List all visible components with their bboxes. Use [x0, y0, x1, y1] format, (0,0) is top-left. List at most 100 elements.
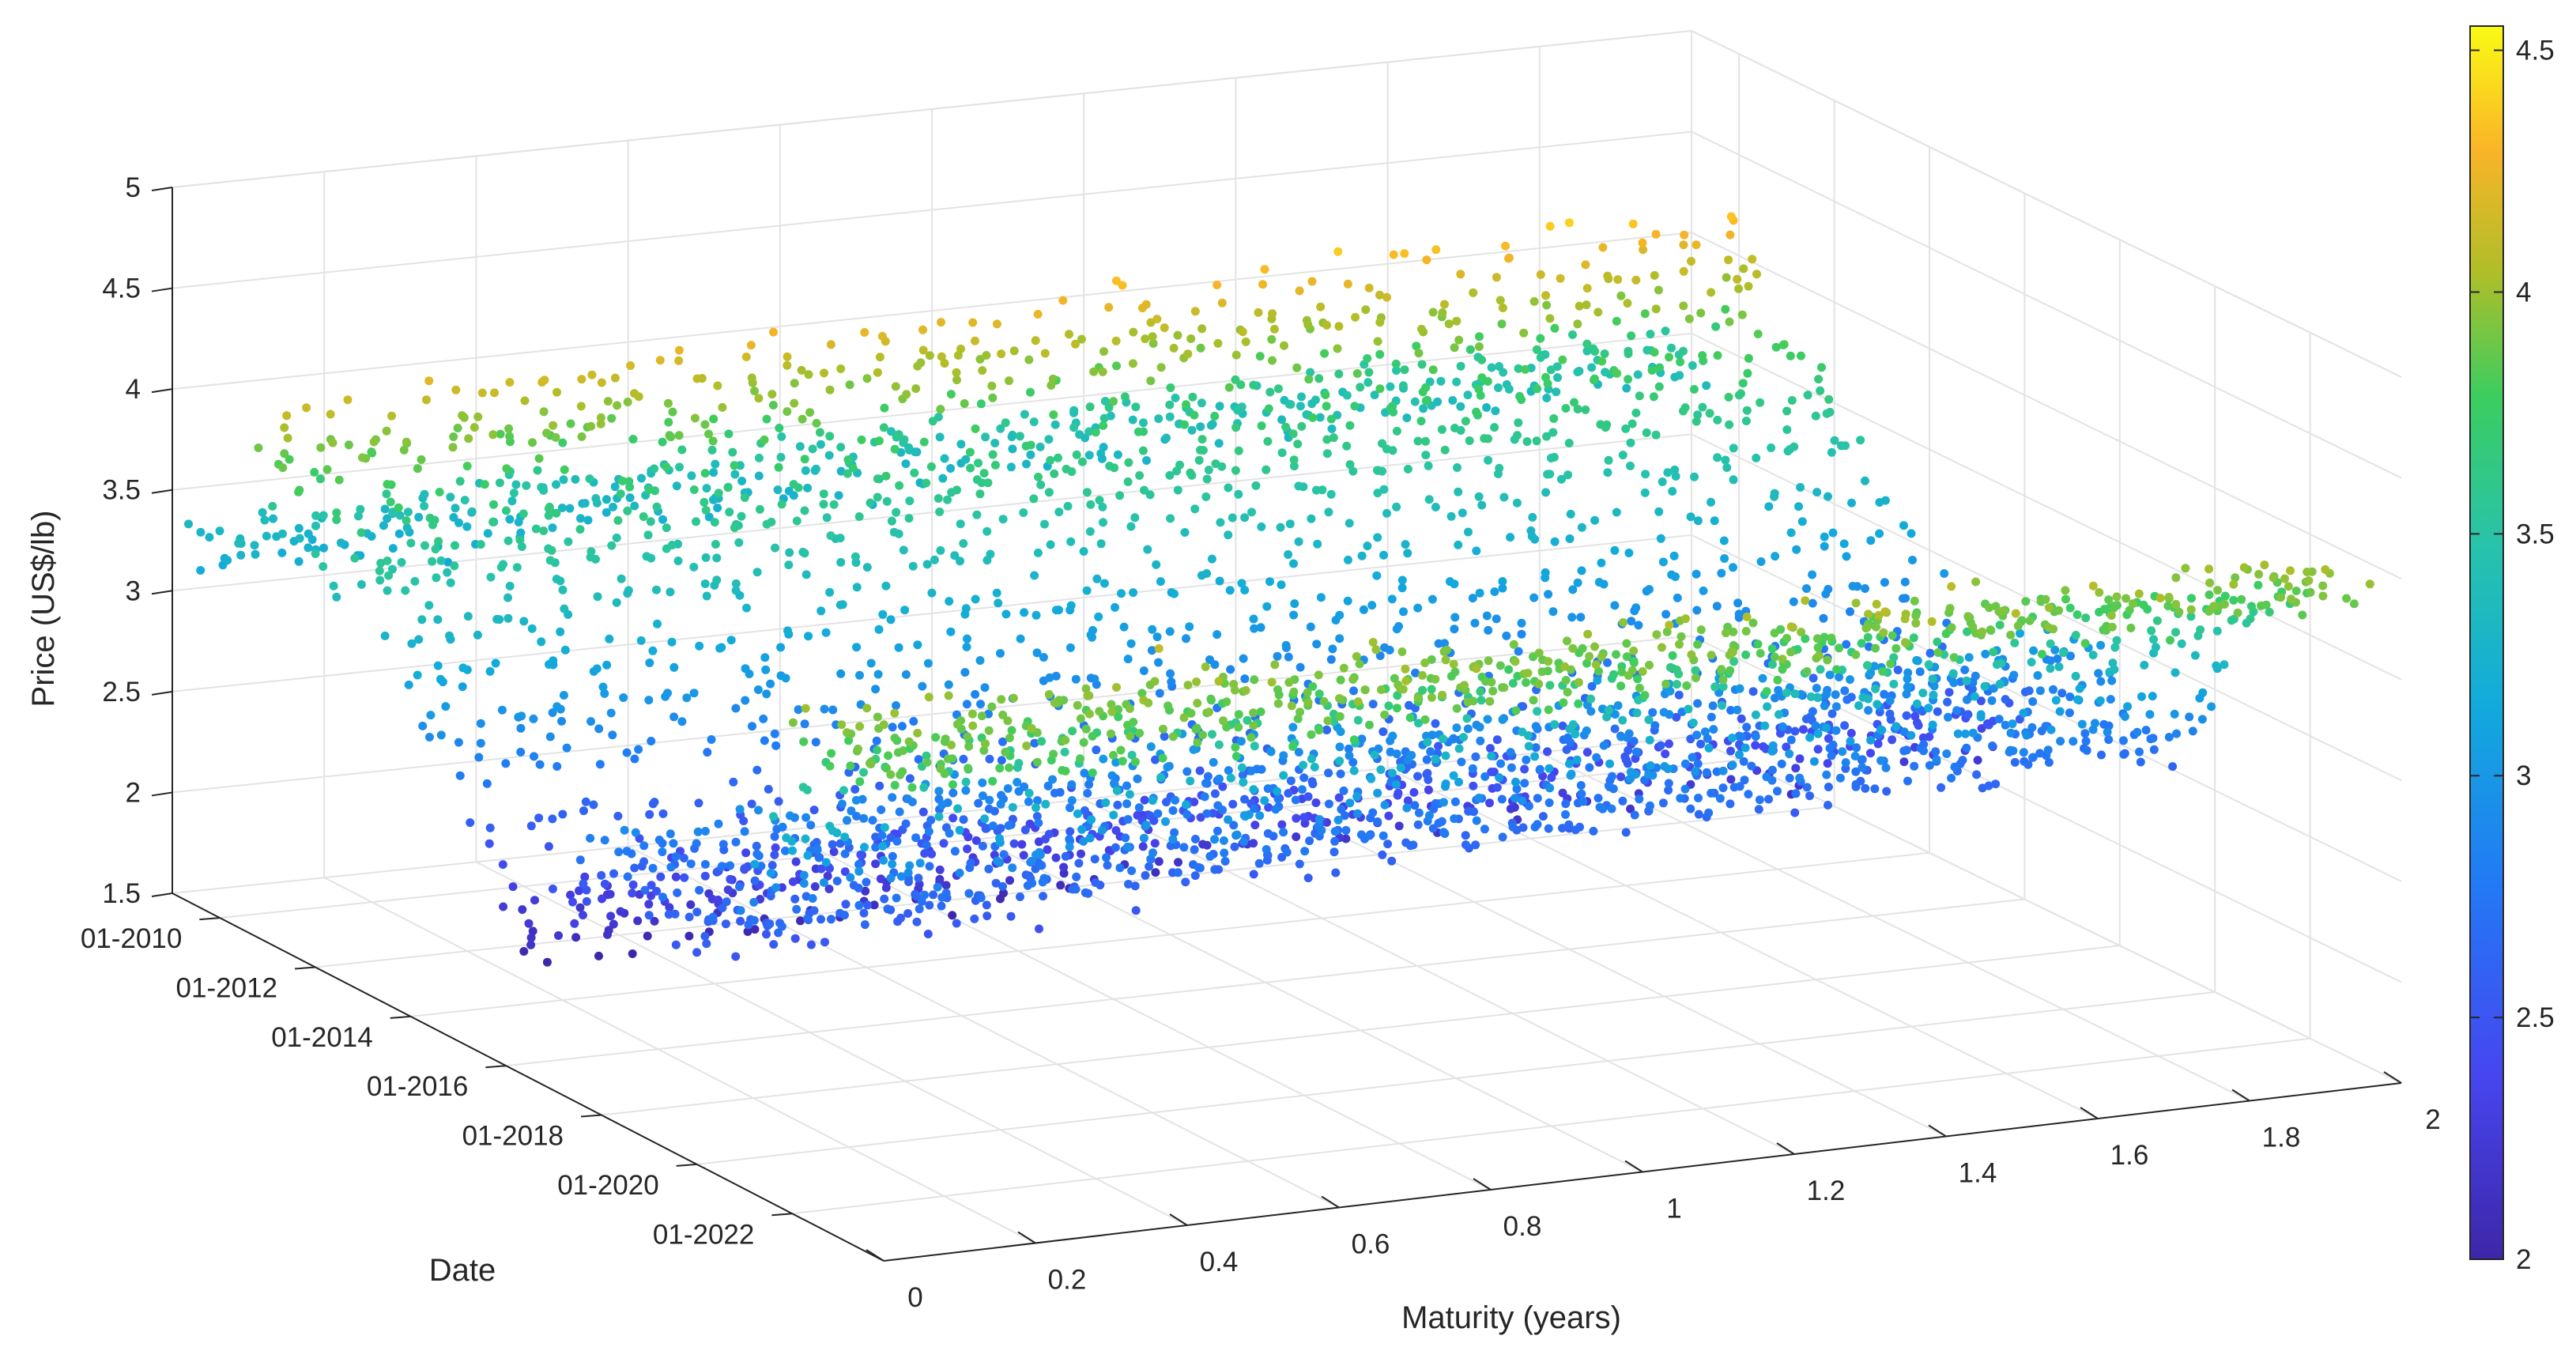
data-point [658, 515, 667, 524]
data-point [1273, 787, 1282, 796]
data-point [504, 613, 513, 623]
data-point [843, 469, 852, 478]
data-point [1201, 662, 1210, 671]
data-point [1744, 353, 1753, 363]
data-point [1292, 813, 1301, 823]
data-point [671, 852, 681, 862]
data-point [1658, 477, 1667, 486]
data-point [796, 916, 805, 926]
data-point [777, 883, 786, 892]
data-point [2171, 628, 2180, 637]
data-point [278, 463, 288, 473]
data-point [1071, 885, 1081, 894]
data-point [2166, 636, 2174, 645]
z-tick-label: 3 [126, 575, 141, 606]
data-point [336, 538, 345, 548]
data-point [2112, 636, 2122, 645]
data-point [1146, 742, 1156, 751]
data-point [762, 519, 771, 529]
data-point [913, 361, 922, 371]
data-point [987, 702, 997, 711]
data-point [610, 482, 620, 492]
data-point [742, 603, 751, 613]
data-point [1506, 804, 1515, 813]
data-point [1076, 714, 1085, 723]
data-point [1131, 906, 1141, 915]
data-point [1308, 779, 1318, 789]
data-point [1494, 383, 1503, 392]
data-point [647, 737, 656, 745]
data-point [2220, 591, 2230, 601]
data-point [962, 642, 971, 651]
data-point [1627, 617, 1636, 626]
data-point [1263, 436, 1273, 446]
data-point [1050, 469, 1059, 478]
data-point [1249, 870, 1258, 879]
back-wall-gridline [172, 130, 1692, 289]
data-point [837, 720, 847, 730]
data-point [1544, 705, 1553, 715]
data-point [961, 455, 971, 464]
data-point [2196, 625, 2205, 635]
data-point [1725, 317, 1734, 326]
data-point [874, 436, 884, 446]
data-point [1085, 402, 1095, 412]
data-point [575, 886, 583, 896]
data-point [795, 442, 805, 451]
data-point [319, 511, 328, 520]
data-point [524, 919, 534, 928]
data-point [1627, 331, 1636, 341]
data-point [436, 730, 446, 740]
data-point [730, 461, 739, 470]
data-point [1531, 743, 1541, 753]
data-point [1241, 685, 1250, 695]
data-point [1970, 692, 1979, 701]
data-point [1051, 671, 1061, 681]
data-point [1498, 832, 1507, 842]
data-point [414, 512, 424, 522]
data-point [759, 714, 768, 723]
data-point [575, 855, 585, 865]
data-point [1878, 666, 1888, 676]
data-point [1050, 420, 1060, 429]
data-point [1679, 266, 1688, 276]
data-point [886, 770, 896, 779]
data-point [846, 761, 855, 771]
data-point [557, 504, 567, 512]
data-point [1397, 647, 1407, 656]
data-point [1088, 768, 1097, 778]
data-point [1263, 828, 1273, 838]
data-point [1681, 614, 1690, 624]
data-point [1719, 536, 1729, 545]
data-point [933, 882, 942, 892]
data-point [731, 704, 741, 713]
data-point [755, 504, 764, 514]
data-point [1511, 777, 1520, 787]
data-point [1349, 766, 1359, 775]
data-point [1241, 337, 1250, 346]
data-point [1084, 779, 1094, 789]
data-point [1680, 230, 1689, 240]
data-point [1414, 349, 1424, 358]
data-point [1496, 759, 1506, 768]
data-point [1211, 459, 1220, 469]
data-point [2204, 590, 2214, 599]
data-point [1335, 742, 1345, 752]
data-point [1661, 609, 1671, 619]
data-point [1392, 625, 1401, 634]
data-point [934, 812, 944, 821]
data-point [1231, 752, 1241, 761]
data-point [1967, 685, 1977, 694]
data-point [1039, 892, 1047, 901]
data-point [2057, 689, 2067, 698]
data-point [2088, 725, 2098, 734]
data-point [1882, 787, 1891, 796]
data-point [1508, 822, 1518, 832]
data-point [1482, 403, 1492, 412]
data-point [2123, 702, 2133, 711]
data-point [1384, 811, 1394, 821]
data-point [704, 429, 713, 439]
data-point [504, 424, 514, 433]
data-point [1126, 731, 1135, 741]
data-point [987, 381, 997, 391]
